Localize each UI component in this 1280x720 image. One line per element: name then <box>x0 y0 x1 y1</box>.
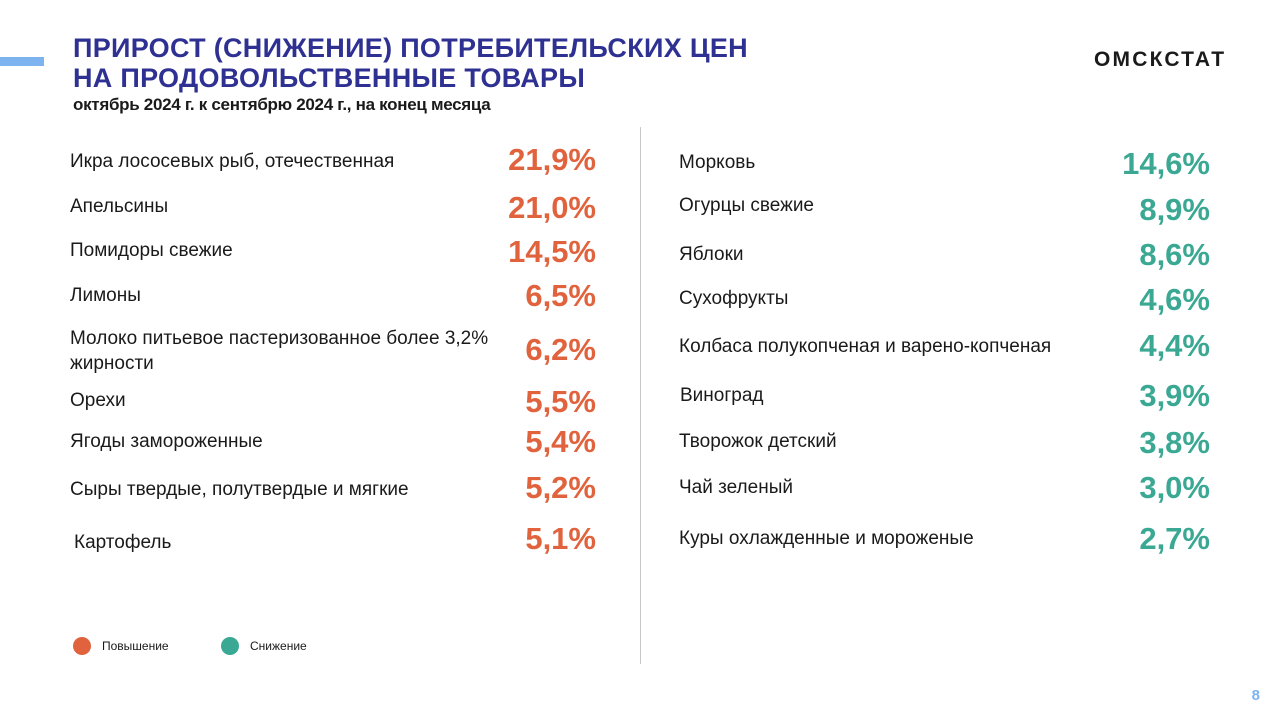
increase-legend-label: Повышение <box>102 639 169 653</box>
decrease-item-value: 14,6% <box>1122 146 1210 181</box>
increase-item-value: 21,0% <box>508 190 596 225</box>
decrease-item-value: 4,6% <box>1139 282 1210 317</box>
decrease-item-label: Морковь <box>679 152 756 173</box>
increase-item-label: Картофель <box>74 532 172 553</box>
decrease-item-label: Творожок детский <box>679 431 837 452</box>
decrease-item-label: Яблоки <box>679 244 744 265</box>
decrease-item-value: 2,7% <box>1139 521 1210 556</box>
increase-item-value: 14,5% <box>508 234 596 269</box>
decrease-item-value: 8,6% <box>1139 237 1210 272</box>
decrease-item-label: Виноград <box>680 385 764 406</box>
increase-item-label: Лимоны <box>70 285 141 306</box>
increase-item-value: 6,5% <box>525 278 596 313</box>
increase-item-label: Орехи <box>70 390 126 411</box>
title-line-1: ПРИРОСТ (СНИЖЕНИЕ) ПОТРЕБИТЕЛЬСКИХ ЦЕН <box>73 33 748 63</box>
page-subtitle: октябрь 2024 г. к сентябрю 2024 г., на к… <box>73 95 491 114</box>
decrease-item-label: Сухофрукты <box>679 288 789 309</box>
page-number: 8 <box>1251 687 1260 704</box>
increase-item-label: Помидоры свежие <box>70 240 233 261</box>
decrease-item-value: 4,4% <box>1139 328 1210 363</box>
title-line-2: НА ПРОДОВОЛЬСТВЕННЫЕ ТОВАРЫ <box>73 63 586 93</box>
decrease-item-label: Чай зеленый <box>679 477 793 498</box>
increase-item-value: 5,5% <box>525 384 596 419</box>
increase-item-label: Ягоды замороженные <box>70 431 263 452</box>
decrease-item-label: Куры охлажденные и мороженые <box>679 528 974 549</box>
increase-item-value: 5,2% <box>525 470 596 505</box>
increase-item-label: Молоко питьевое пастеризованное более 3,… <box>70 328 489 374</box>
decrease-legend-dot <box>221 637 239 655</box>
decrease-legend-label: Снижение <box>250 639 307 653</box>
decrease-item-label: Огурцы свежие <box>679 195 815 216</box>
increase-item-value: 6,2% <box>525 332 596 367</box>
increase-item-value: 21,9% <box>508 142 596 177</box>
increase-item-value: 5,4% <box>525 424 596 459</box>
decrease-item-value: 8,9% <box>1139 192 1210 227</box>
increase-legend-dot <box>73 637 91 655</box>
brand-logo: ОМСКСТАТ <box>1094 48 1227 71</box>
increase-item-label: Икра лососевых рыб, отечественная <box>70 151 395 172</box>
increase-item-label: Сыры твердые, полутвердые и мягкие <box>70 479 409 500</box>
decrease-item-value: 3,9% <box>1139 378 1210 413</box>
page-title: ПРИРОСТ (СНИЖЕНИЕ) ПОТРЕБИТЕЛЬСКИХ ЦЕН Н… <box>73 33 833 93</box>
increase-item-value: 5,1% <box>525 521 596 556</box>
accent-bar <box>0 57 44 66</box>
decrease-item-label: Колбаса полукопченая и варено-копченая <box>679 336 1052 357</box>
increase-item-label: Апельсины <box>70 196 169 217</box>
column-divider <box>640 127 641 664</box>
decrease-item-value: 3,8% <box>1139 425 1210 460</box>
decrease-item-value: 3,0% <box>1139 470 1210 505</box>
